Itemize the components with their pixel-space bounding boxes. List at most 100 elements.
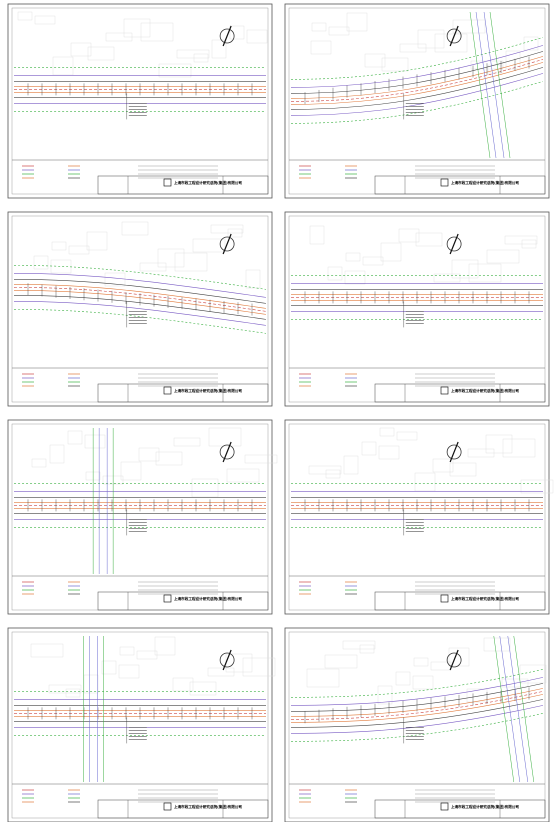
north-arrow-needle (222, 25, 232, 47)
site-outline (84, 434, 106, 449)
north-arrow (219, 444, 235, 460)
site-outline (306, 668, 340, 688)
site-outline (413, 657, 429, 667)
site-outline (176, 49, 210, 59)
title-block (97, 591, 269, 611)
sheet-border (7, 3, 273, 199)
sheet-border (7, 211, 273, 407)
north-arrow-needle (222, 233, 232, 255)
site-outline (119, 646, 135, 656)
sheet-border (284, 419, 550, 615)
road-line (13, 265, 267, 290)
site-outline (158, 63, 192, 78)
cross-road (489, 11, 511, 159)
site-outline (467, 448, 495, 458)
site-outline (327, 266, 343, 281)
site-outline (364, 53, 386, 68)
company-name: 上海市政工程设计研究总院(集团)有限公司 (174, 180, 242, 185)
site-outline (136, 650, 158, 660)
site-outline (343, 455, 359, 475)
site-outline (34, 15, 56, 25)
title-block (97, 799, 269, 819)
site-outline (505, 50, 521, 70)
north-arrow-needle (449, 233, 459, 255)
cross-road (475, 11, 497, 159)
site-outline (324, 654, 358, 669)
site-outline (139, 262, 167, 272)
site-outline (246, 29, 268, 44)
sheet-border (7, 627, 273, 822)
site-outline (523, 36, 539, 51)
title-block (374, 175, 546, 195)
company-name: 上海市政工程设计研究总院(集团)有限公司 (451, 180, 519, 185)
cross-road (499, 635, 521, 783)
drawing-sheet: 上海市政工程设计研究总院(集团)有限公司 (284, 211, 550, 407)
road-line (290, 699, 544, 728)
north-arrow (219, 28, 235, 44)
north-arrow-needle (449, 649, 459, 671)
site-outline (381, 57, 409, 72)
cross-road (493, 635, 515, 783)
company-name: 上海市政工程设计研究总院(集团)有限公司 (451, 804, 519, 809)
site-outline (154, 636, 176, 656)
site-outline (310, 40, 332, 55)
north-arrow-needle (449, 25, 459, 47)
site-outline (309, 225, 325, 245)
site-outline (346, 12, 368, 32)
site-outline (68, 245, 90, 255)
north-arrow-needle (449, 441, 459, 463)
drawing-sheet: 上海市政工程设计研究总院(集团)有限公司 (7, 3, 273, 199)
site-outline (210, 224, 244, 234)
site-outline (121, 221, 149, 236)
site-outline (208, 427, 242, 447)
site-outline (193, 53, 209, 63)
road-line (290, 688, 544, 717)
north-arrow (446, 444, 462, 460)
road-line (290, 51, 544, 94)
logo (440, 594, 449, 603)
logo (163, 802, 172, 811)
title-block (374, 799, 546, 819)
road-line (290, 669, 544, 698)
site-outline (172, 677, 194, 692)
site-outline (70, 42, 92, 57)
site-outline (104, 272, 126, 287)
site-outline (521, 239, 537, 249)
site-outline (31, 458, 47, 468)
site-outline (51, 241, 67, 251)
site-outline (451, 259, 479, 279)
road-line (290, 37, 544, 80)
cross-road (507, 635, 529, 783)
sheet-border (284, 627, 550, 822)
road-line (13, 287, 267, 312)
site-outline (448, 647, 470, 667)
drawing-sheet: 上海市政工程设计研究总院(集团)有限公司 (7, 419, 278, 615)
site-outline (434, 33, 468, 53)
site-outline (157, 248, 185, 268)
drawing-sheet: 上海市政工程设计研究总院(集团)有限公司 (7, 627, 276, 822)
road-line (290, 67, 544, 110)
north-arrow-needle (222, 649, 232, 671)
site-outline (520, 479, 554, 494)
company-name: 上海市政工程设计研究总院(集团)有限公司 (451, 388, 519, 393)
road-line (13, 295, 267, 320)
sheet-border (284, 3, 550, 199)
site-outline (379, 427, 395, 437)
site-outline (483, 637, 511, 652)
sheet-border (284, 211, 550, 407)
site-outline (361, 441, 377, 456)
site-outline (399, 43, 427, 53)
site-outline (344, 270, 366, 285)
road-line (290, 73, 544, 116)
site-outline (502, 438, 536, 458)
sheet-border (7, 419, 273, 615)
site-outline (226, 468, 260, 483)
road-line (290, 81, 544, 124)
site-outline (207, 667, 235, 677)
company-name: 上海市政工程设计研究总院(集团)有限公司 (451, 596, 519, 601)
logo (440, 178, 449, 187)
title-block (97, 383, 269, 403)
site-outline (325, 469, 341, 479)
road-line (290, 59, 544, 102)
